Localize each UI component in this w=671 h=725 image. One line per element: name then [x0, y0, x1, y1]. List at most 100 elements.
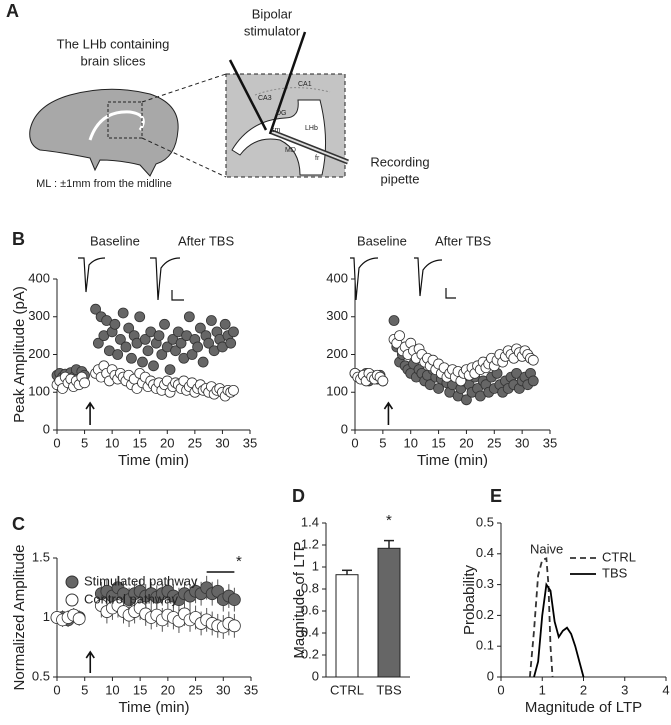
y-tick-label: 0: [487, 668, 494, 683]
data-point: [148, 360, 159, 372]
panel-letter: D: [292, 486, 305, 506]
y-tick-label: 100: [28, 384, 50, 399]
trace: [414, 257, 443, 297]
legend-marker: [65, 593, 79, 607]
x-tick-label: 15: [132, 435, 146, 450]
region-label: LHb: [305, 125, 318, 132]
data-point: [134, 311, 146, 323]
stimulus-arrow: [383, 401, 394, 425]
data-point: [377, 375, 389, 387]
y-tick-label: 0.5: [32, 668, 50, 683]
x-tick-label: 25: [188, 435, 202, 450]
x-tick-label: 0: [351, 435, 358, 450]
trace: [150, 257, 181, 301]
data-point: [142, 345, 154, 357]
panel-letter: A: [6, 1, 19, 21]
x-tick-label: 35: [243, 435, 257, 450]
x-tick-label: 0: [497, 682, 504, 697]
pipette-label: Recording: [370, 154, 429, 169]
x-tick-label: 2: [580, 682, 587, 697]
region-label: CA1: [298, 81, 312, 88]
y-axis-label: Probability: [461, 564, 478, 635]
data-point: [186, 349, 198, 360]
data-point: [72, 612, 86, 626]
legend-label: TBS: [602, 565, 628, 580]
x-tick-label: 35: [244, 682, 258, 697]
data-point: [112, 349, 124, 360]
data-point: [527, 354, 539, 366]
annotation: *: [386, 512, 392, 529]
stimulus-arrow: [85, 650, 95, 673]
data-point: [228, 326, 239, 338]
region-label: sm: [271, 127, 281, 134]
pipette-label: pipette: [380, 171, 419, 186]
y-tick-label: 0.4: [301, 624, 319, 639]
inset-region: [254, 87, 331, 96]
y-tick-label: 200: [326, 346, 348, 361]
legend-marker: [65, 575, 79, 589]
x-tick-label: 3: [621, 682, 628, 697]
stimulator-label: stimulator: [244, 23, 301, 38]
legend-label: CTRL: [602, 549, 636, 564]
y-axis-label: Normalized Amplitude: [11, 545, 28, 691]
data-point: [153, 330, 165, 342]
y-tick-label: 0: [341, 421, 348, 436]
y-tick-label: 0.3: [476, 576, 494, 591]
inset-region: [231, 99, 327, 176]
y-tick-label: 1: [312, 558, 319, 573]
y-tick-label: 1.2: [301, 536, 319, 551]
bar: [335, 574, 359, 678]
slice-label: The LHb containing: [57, 36, 170, 51]
y-tick-label: 0.8: [301, 580, 319, 595]
y-tick-label: 1.5: [32, 549, 50, 564]
stimulator-label: Bipolar: [252, 6, 293, 21]
data-point: [117, 307, 129, 319]
x-tick-label: 25: [487, 435, 501, 450]
region-label: CA3: [258, 95, 272, 102]
ml-note: ML : ±1mm from the midline: [36, 178, 172, 190]
data-point: [139, 333, 151, 345]
y-tick-label: 100: [326, 384, 348, 399]
y-tick-label: 1.4: [301, 514, 319, 529]
x-tick-label: 0: [53, 682, 60, 697]
data-point: [109, 318, 121, 330]
annotation: After TBS: [178, 233, 234, 248]
x-axis-label: Time (min): [118, 452, 189, 469]
region-label: MD: [285, 147, 296, 154]
zoom-line: [141, 137, 227, 178]
data-point: [203, 337, 215, 349]
data-point: [194, 322, 206, 334]
x-tick-label: 20: [160, 435, 174, 450]
data-point: [123, 322, 135, 334]
stimulus-arrow: [85, 401, 95, 425]
region-label: DG: [276, 110, 287, 117]
x-tick-label: 4: [662, 682, 669, 697]
annotation: Baseline: [357, 233, 407, 248]
slice-label: brain slices: [80, 53, 146, 68]
stimulator: [268, 31, 307, 135]
pipette: [271, 131, 349, 163]
x-tick-label: 10: [105, 682, 119, 697]
data-point: [137, 356, 148, 368]
data-point: [192, 341, 204, 353]
x-tick-label: 30: [216, 682, 230, 697]
data-point: [227, 619, 241, 633]
data-point: [219, 318, 231, 330]
stimulator: [228, 59, 268, 131]
annotation: Naive: [530, 541, 563, 556]
line-series: [533, 582, 585, 678]
brain-detail: [88, 110, 145, 141]
y-tick-label: 0.2: [301, 646, 319, 661]
x-tick-label: 10: [105, 435, 119, 450]
traces: [78, 257, 456, 301]
zoom-box: [107, 101, 143, 139]
x-axis-label: Magnitude of LTP: [525, 699, 642, 716]
x-tick-label: 20: [459, 435, 473, 450]
data-point: [164, 364, 176, 376]
panel-a: A The LHb containing brain slices CA3 CA…: [6, 1, 430, 190]
data-point: [205, 315, 217, 326]
region-label: fr: [315, 155, 320, 162]
legend-label: Control pathway: [84, 591, 178, 606]
y-axis-label: Peak Amplitude (pA): [11, 286, 28, 423]
